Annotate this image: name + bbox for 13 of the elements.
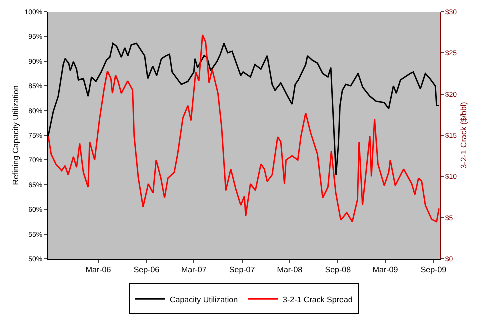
x-tick-label: Sep-06 xyxy=(134,266,160,275)
x-tick-label: Mar-06 xyxy=(86,266,112,275)
line-series xyxy=(48,34,440,223)
x-tick-label: Mar-09 xyxy=(372,266,399,275)
x-tick-label: Sep-07 xyxy=(229,266,256,275)
x-tick-label: Mar-08 xyxy=(277,266,304,275)
legend-label: Capacity Utilization xyxy=(170,295,238,304)
y2-axis-title: 3-2-1 Crack ($/bbl) xyxy=(459,102,468,169)
legend-label: 3-2-1 Crack Spread xyxy=(283,295,353,304)
x-tick-label: Mar-07 xyxy=(181,266,208,275)
x-tick-label: Sep-09 xyxy=(420,266,448,275)
y-axis-title: Refining Capacity Utilization xyxy=(11,86,20,186)
x-tick-label: Sep-08 xyxy=(325,266,352,275)
